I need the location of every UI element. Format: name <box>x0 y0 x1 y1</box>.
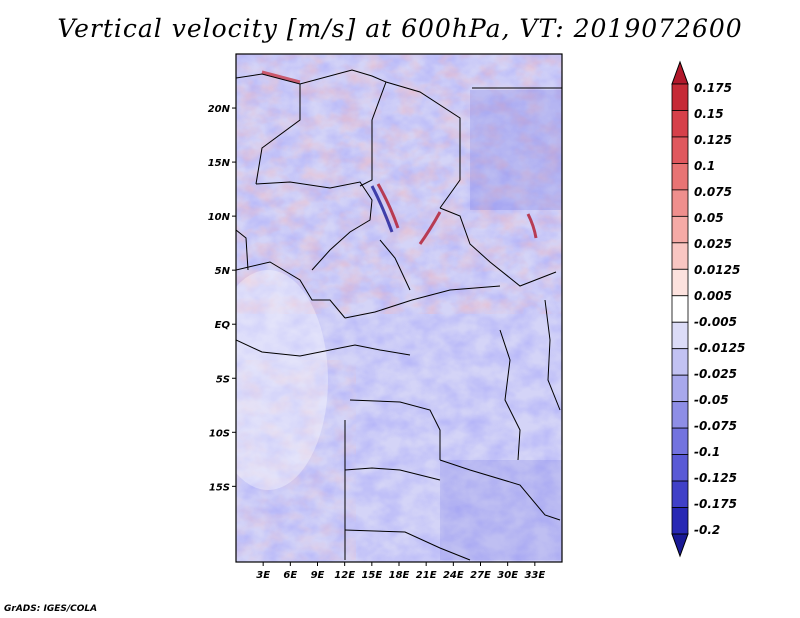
lat-tick-label: 10S <box>209 428 230 439</box>
colorbar-level-label: -0.025 <box>694 367 737 381</box>
lon-tick-label: 12E <box>334 570 355 581</box>
colorbar-swatch <box>671 480 689 508</box>
chart-title: Vertical velocity [m/s] at 600hPa, VT: 2… <box>57 14 743 43</box>
colorbar-level-label: -0.125 <box>694 471 737 485</box>
colorbar-level-label: -0.2 <box>694 523 720 537</box>
colorbar-swatch <box>671 110 689 138</box>
colorbar-swatch <box>671 295 689 323</box>
colorbar-level-label: -0.075 <box>694 419 737 433</box>
lon-tick-label: 3E <box>256 570 270 581</box>
colorbar-level-label: -0.05 <box>694 393 729 407</box>
lat-tick-label: 5N <box>215 266 231 277</box>
velocity-field <box>236 54 562 562</box>
colorbar-level-label: -0.0125 <box>694 341 745 355</box>
colorbar-swatch <box>671 215 689 244</box>
colorbar-level-label: 0.125 <box>694 133 732 147</box>
lon-tick-label: 15E <box>361 570 382 581</box>
colorbar-level-label: 0.1 <box>694 159 715 173</box>
lon-tick-label: 30E <box>497 570 518 581</box>
country-borders <box>236 69 562 561</box>
colorbar-top-arrow <box>671 60 689 85</box>
colorbar-level-label: 0.0125 <box>694 263 740 277</box>
colorbar-swatch <box>671 321 689 350</box>
colorbar-bottom-arrow <box>671 533 689 558</box>
colorbar-swatch <box>671 163 689 191</box>
longitude-axis: 3E 6E 9E 12E 15E 18E 21E 24E 27E 30E 33E <box>256 562 545 581</box>
colorbar-swatch <box>671 348 689 376</box>
colorbar-swatch <box>671 136 689 164</box>
colorbar-swatch <box>671 83 689 111</box>
colorbar: 0.175 0.15 0.125 0.1 0.075 0.05 0.025 0.0125 0.0… <box>671 60 745 558</box>
colorbar-swatch <box>671 268 689 297</box>
colorbar-level-label: 0.005 <box>694 289 732 303</box>
lat-tick-label: 20N <box>208 104 231 115</box>
colorbar-level-label: 0.175 <box>694 81 732 95</box>
colorbar-swatch <box>671 189 689 217</box>
lon-tick-label: 24E <box>443 570 464 581</box>
colorbar-swatch <box>671 374 689 403</box>
colorbar-swatch <box>671 507 689 535</box>
lon-tick-label: 27E <box>470 570 491 581</box>
colorbar-swatch <box>671 427 689 455</box>
lat-tick-label: 15S <box>209 482 230 493</box>
lon-tick-label: 9E <box>311 570 325 581</box>
lon-tick-label: 21E <box>416 570 437 581</box>
lat-tick-label: EQ <box>215 320 231 331</box>
colorbar-level-label: 0.05 <box>694 211 724 225</box>
lat-tick-label: 15N <box>208 158 231 169</box>
lat-tick-label: 5S <box>216 374 230 385</box>
lon-tick-label: 6E <box>283 570 297 581</box>
colorbar-level-label: -0.175 <box>694 497 737 511</box>
colorbar-swatch <box>671 242 689 270</box>
colorbar-level-label: 0.15 <box>694 107 724 121</box>
lat-tick-label: 10N <box>208 212 231 223</box>
latitude-axis: 20N 15N 10N 5N EQ 5S 10S 15S <box>208 104 236 493</box>
grads-credit: GrADS: IGES/COLA <box>4 604 98 614</box>
lon-tick-label: 33E <box>524 570 545 581</box>
lon-tick-label: 18E <box>389 570 410 581</box>
colorbar-level-label: -0.005 <box>694 315 737 329</box>
colorbar-swatch <box>671 401 689 429</box>
colorbar-level-label: 0.075 <box>694 185 732 199</box>
colorbar-level-label: -0.1 <box>694 445 720 459</box>
colorbar-level-label: 0.025 <box>694 237 732 251</box>
colorbar-swatch <box>671 454 689 482</box>
